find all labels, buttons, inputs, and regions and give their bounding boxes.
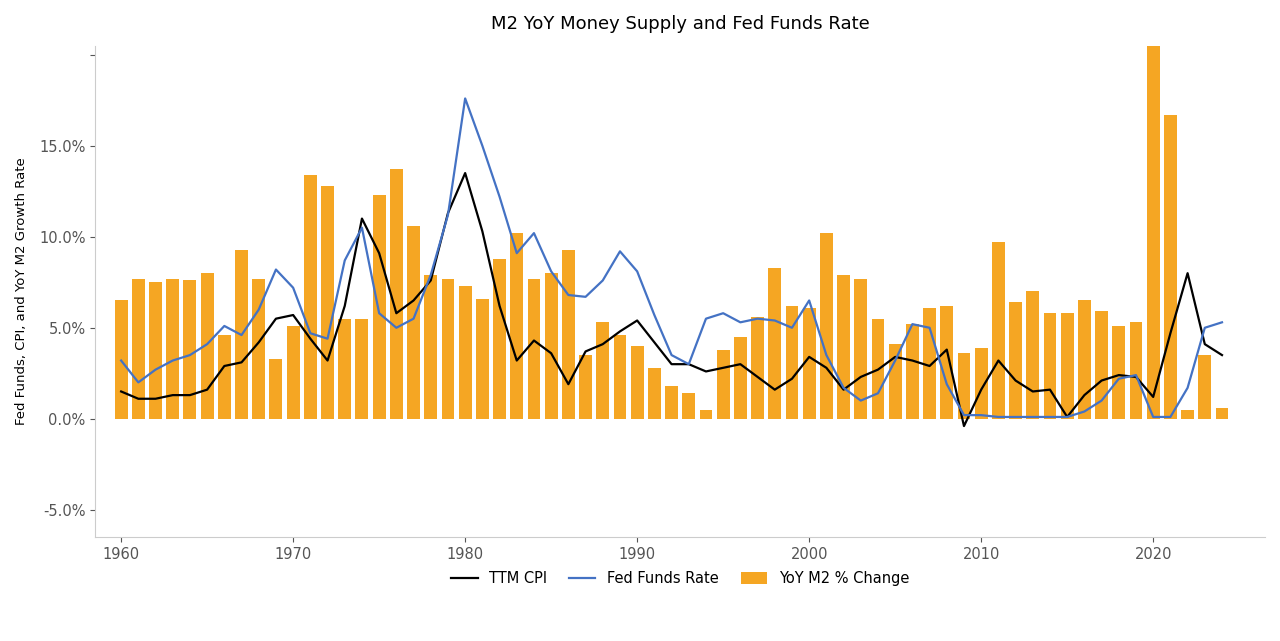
Bar xyxy=(733,337,746,419)
Bar xyxy=(424,275,438,419)
Bar xyxy=(356,319,369,419)
Bar xyxy=(1078,301,1091,419)
Bar xyxy=(1164,115,1176,419)
Bar xyxy=(613,335,626,419)
Bar xyxy=(1027,292,1039,419)
TTM CPI xyxy=(1215,351,1230,359)
Bar xyxy=(493,258,506,419)
TTM CPI xyxy=(1094,377,1110,385)
Fed Funds Rate xyxy=(457,95,472,103)
Title: M2 YoY Money Supply and Fed Funds Rate: M2 YoY Money Supply and Fed Funds Rate xyxy=(490,15,869,33)
Bar xyxy=(270,359,283,419)
TTM CPI xyxy=(440,209,456,217)
Bar xyxy=(303,175,316,419)
Bar xyxy=(596,322,609,419)
Bar xyxy=(115,301,128,419)
Line: TTM CPI: TTM CPI xyxy=(122,173,1222,426)
TTM CPI xyxy=(595,340,611,348)
Bar xyxy=(476,299,489,419)
Bar xyxy=(888,344,901,419)
Bar xyxy=(854,279,868,419)
Bar xyxy=(442,279,454,419)
Bar xyxy=(699,410,713,419)
Bar xyxy=(820,233,833,419)
Bar xyxy=(166,279,179,419)
Bar xyxy=(786,306,799,419)
Bar xyxy=(372,195,385,419)
Bar xyxy=(1112,326,1125,419)
Y-axis label: Fed Funds, CPI, and YoY M2 Growth Rate: Fed Funds, CPI, and YoY M2 Growth Rate xyxy=(15,158,28,425)
Bar xyxy=(906,324,919,419)
Bar xyxy=(768,268,781,419)
Fed Funds Rate xyxy=(1215,319,1230,326)
Fed Funds Rate xyxy=(595,277,611,285)
Fed Funds Rate xyxy=(114,356,129,364)
Bar xyxy=(717,349,730,419)
Legend: TTM CPI, Fed Funds Rate, YoY M2 % Change: TTM CPI, Fed Funds Rate, YoY M2 % Change xyxy=(444,564,916,594)
Bar xyxy=(218,335,230,419)
Fed Funds Rate xyxy=(371,310,387,317)
TTM CPI xyxy=(371,249,387,257)
Bar xyxy=(236,249,248,419)
Bar xyxy=(957,353,970,419)
Bar xyxy=(527,279,540,419)
Bar xyxy=(1129,322,1143,419)
Fed Funds Rate xyxy=(1180,384,1196,392)
Bar xyxy=(648,368,660,419)
Bar xyxy=(682,394,695,419)
Bar xyxy=(545,273,558,419)
Bar xyxy=(1147,0,1160,419)
Fed Funds Rate xyxy=(991,413,1006,420)
Bar xyxy=(458,286,471,419)
Bar xyxy=(252,279,265,419)
Fed Funds Rate xyxy=(699,315,714,322)
Bar xyxy=(1181,410,1194,419)
TTM CPI xyxy=(956,422,972,430)
Bar xyxy=(183,281,196,419)
TTM CPI xyxy=(457,169,472,177)
Fed Funds Rate xyxy=(1094,397,1110,404)
Bar xyxy=(148,282,163,419)
Bar xyxy=(321,186,334,419)
Line: Fed Funds Rate: Fed Funds Rate xyxy=(122,99,1222,417)
Bar xyxy=(287,326,300,419)
Bar xyxy=(390,169,403,419)
Bar xyxy=(201,273,214,419)
TTM CPI xyxy=(1180,269,1196,277)
Bar xyxy=(1061,313,1074,419)
Bar xyxy=(132,279,145,419)
Bar xyxy=(666,386,678,419)
Bar xyxy=(992,242,1005,419)
Bar xyxy=(872,319,884,419)
Bar xyxy=(562,249,575,419)
Bar xyxy=(1009,303,1021,419)
Bar xyxy=(837,275,850,419)
Fed Funds Rate xyxy=(440,211,456,219)
Bar xyxy=(631,346,644,419)
Bar xyxy=(407,226,420,419)
Bar xyxy=(751,317,764,419)
Bar xyxy=(923,308,936,419)
Bar xyxy=(1096,312,1108,419)
TTM CPI xyxy=(114,388,129,395)
Bar xyxy=(1198,355,1211,419)
Bar xyxy=(1216,408,1229,419)
Bar xyxy=(941,306,954,419)
Bar xyxy=(511,233,524,419)
Bar xyxy=(338,319,351,419)
Bar xyxy=(803,308,815,419)
Bar xyxy=(975,348,988,419)
TTM CPI xyxy=(699,367,714,375)
Bar xyxy=(1043,313,1056,419)
Bar xyxy=(579,355,593,419)
